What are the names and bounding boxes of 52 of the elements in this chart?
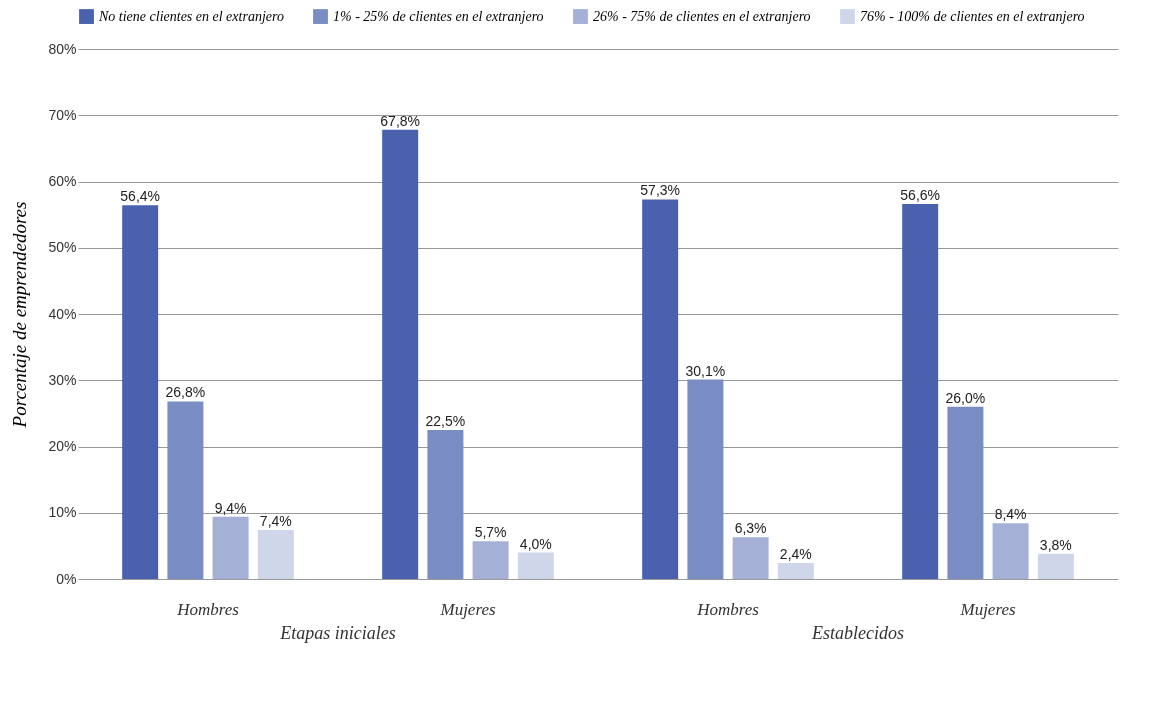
legend-label: No tiene clientes en el extranjero — [98, 8, 284, 24]
data-label: 2,4% — [779, 546, 812, 563]
x-tick-label: Mujeres — [959, 599, 1016, 619]
y-tick-label: 70% — [48, 106, 77, 123]
text: Etapas iniciales — [279, 623, 396, 643]
y-tick-label: 10% — [48, 504, 77, 521]
data-label: 26,0% — [945, 389, 986, 406]
bar — [167, 401, 204, 579]
x-tick-label: Mujeres — [439, 599, 496, 619]
legend-label: 76% - 100% de clientes en el extranjero — [860, 8, 1085, 24]
bar — [992, 523, 1029, 579]
data-label: 9,4% — [214, 499, 247, 516]
y-tick-label: 60% — [48, 173, 77, 189]
data-label: 8,4% — [994, 506, 1027, 523]
data-label: 67,8% — [380, 112, 421, 129]
data-label: 26,8% — [165, 384, 206, 401]
data-label: 4,0% — [519, 535, 552, 552]
y-tick-label: 30% — [48, 371, 77, 388]
data-label: 22,5% — [425, 412, 466, 429]
data-label: 5,7% — [474, 524, 507, 541]
bar — [212, 516, 249, 579]
bar — [427, 429, 464, 579]
y-tick-label: 80% — [48, 40, 77, 57]
bar — [122, 205, 159, 579]
legend-label: 1% - 25% de clientes en el extranjero — [333, 8, 544, 24]
data-label: 30,1% — [685, 362, 726, 379]
y-tick-label: 20% — [48, 438, 77, 454]
bar — [517, 552, 554, 579]
data-label: 7,4% — [259, 512, 292, 529]
x-tick-label: Hombres — [696, 599, 760, 619]
bar — [472, 541, 509, 579]
x-tick-label: Hombres — [176, 599, 240, 619]
y-tick-label: 40% — [48, 305, 77, 322]
data-label: 57,3% — [640, 182, 681, 199]
bar — [642, 199, 679, 579]
text: Establecidos — [811, 623, 904, 643]
y-tick-label: 50% — [48, 239, 77, 256]
data-label: 56,6% — [900, 187, 941, 204]
bar — [947, 406, 984, 579]
y-tick-label: 0% — [56, 570, 77, 587]
bar — [257, 529, 294, 579]
y-axis-title: Porcentaje de emprendedores — [9, 201, 31, 429]
bar — [777, 563, 814, 579]
bar — [687, 379, 724, 579]
data-label: 3,8% — [1039, 536, 1072, 553]
bar — [902, 204, 939, 579]
bar — [732, 537, 769, 579]
legend-label: 26% - 75% de clientes en el extranjero — [593, 8, 811, 24]
bar — [1037, 553, 1074, 579]
data-label: 6,3% — [734, 520, 767, 537]
data-label: 56,4% — [120, 188, 161, 205]
bar — [382, 129, 419, 579]
